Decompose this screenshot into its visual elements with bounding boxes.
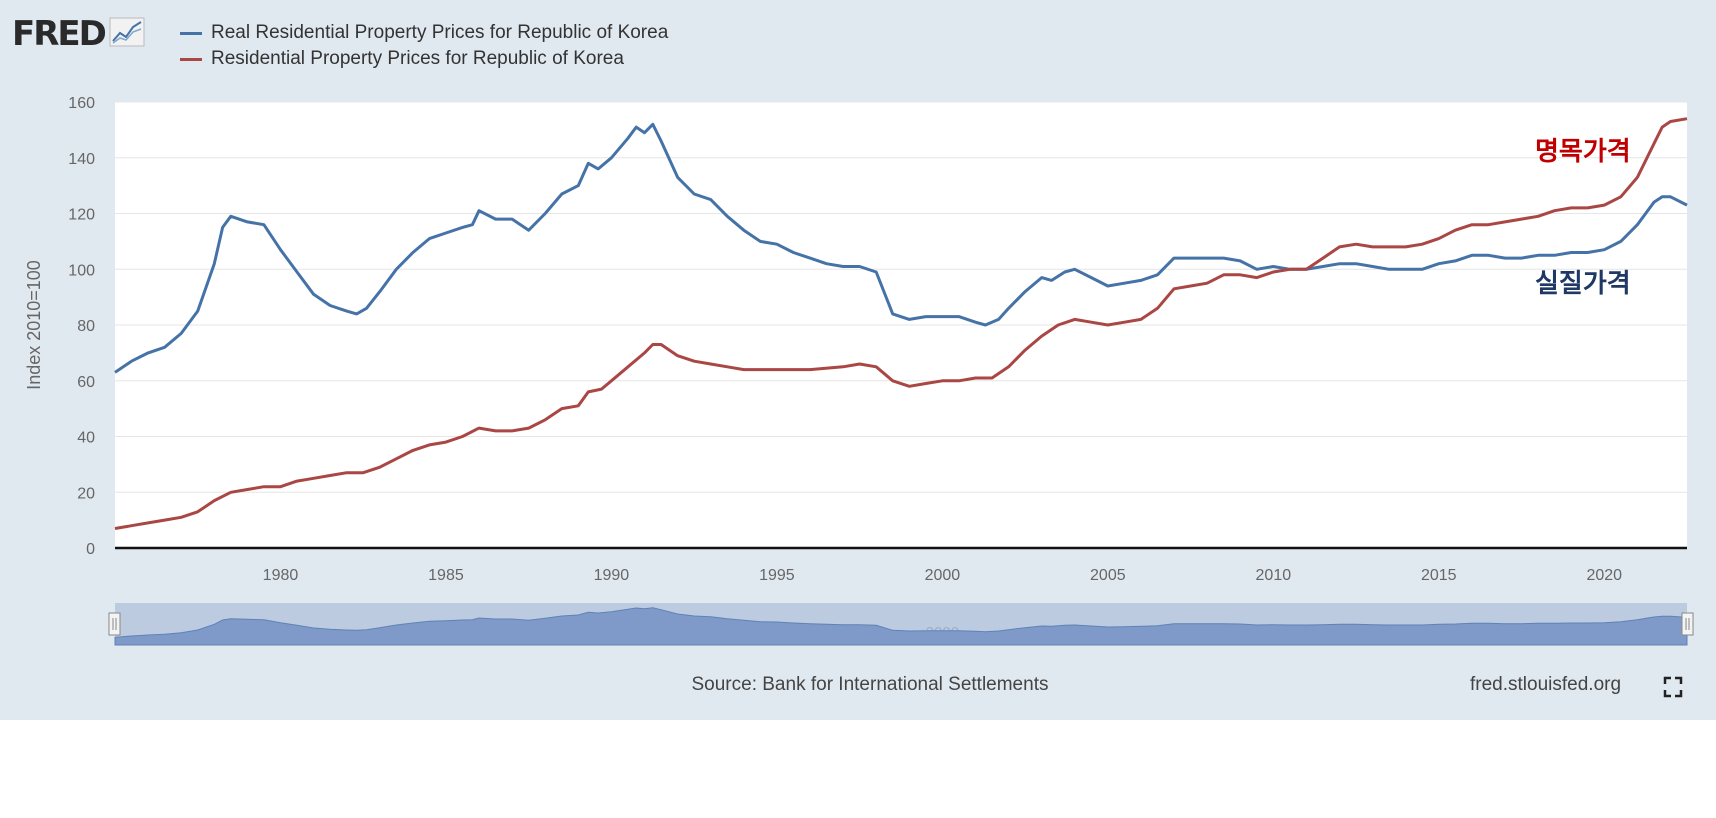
series-line-nominal — [114, 117, 1688, 530]
legend-item-real[interactable]: Real Residential Property Prices for Rep… — [180, 20, 668, 46]
x-tick-label: 2005 — [1090, 567, 1126, 584]
line-chart-icon — [109, 17, 145, 52]
y-axis: 0 20 40 60 80 100 120 140 160 — [68, 95, 95, 558]
legend-swatch-nominal — [180, 57, 202, 61]
x-tick-label: 2015 — [1421, 567, 1457, 584]
grid-lines — [115, 101, 1687, 493]
annotation-nominal: 명목가격 — [1535, 137, 1631, 167]
site-link[interactable]: fred.stlouisfed.org — [1470, 674, 1622, 695]
y-tick-label: 60 — [77, 374, 95, 391]
y-tick-label: 160 — [68, 95, 95, 112]
x-tick-label: 1995 — [759, 567, 795, 584]
y-axis-title: Index 2010=100 — [24, 260, 44, 390]
navigator-handle-right[interactable] — [1681, 612, 1694, 636]
y-tick-label: 0 — [86, 541, 95, 558]
annotation-real: 실질가격 — [1535, 269, 1631, 299]
y-tick-label: 100 — [68, 262, 95, 279]
range-navigator[interactable]: 19801990200020102020 — [108, 603, 1694, 646]
x-tick-label: 2010 — [1256, 567, 1292, 584]
x-tick-label: 2000 — [925, 567, 961, 584]
series-group — [114, 117, 1688, 530]
logo-text: FRED — [12, 14, 107, 54]
x-tick-label: 1985 — [428, 567, 464, 584]
navigator-area — [114, 607, 1688, 646]
fullscreen-icon[interactable] — [1663, 676, 1683, 698]
legend-item-nominal[interactable]: Residential Property Prices for Republic… — [180, 46, 668, 72]
y-tick-label: 40 — [77, 430, 95, 447]
fred-logo[interactable]: FRED — [12, 14, 145, 54]
navigator-handle-left[interactable] — [108, 612, 121, 636]
x-tick-label: 1980 — [263, 567, 299, 584]
series-line-real — [114, 122, 1688, 374]
y-tick-label: 140 — [68, 151, 95, 168]
legend-label-real: Real Residential Property Prices for Rep… — [211, 22, 669, 43]
legend-swatch-real — [180, 31, 202, 35]
source-note: Source: Bank for International Settlemen… — [691, 674, 1049, 695]
line-chart: 0 20 40 60 80 100 120 140 160 1980 1985 1990 1995 20… — [24, 95, 1694, 646]
y-tick-label: 120 — [68, 207, 95, 224]
chart-legend: Real Residential Property Prices for Rep… — [180, 20, 668, 72]
x-tick-label: 1990 — [594, 567, 630, 584]
x-tick-label: 2020 — [1586, 567, 1622, 584]
y-tick-label: 80 — [77, 318, 95, 335]
x-axis: 1980 1985 1990 1995 2000 2005 2010 2015 2020 — [263, 567, 1622, 584]
y-tick-label: 20 — [77, 485, 95, 502]
legend-label-nominal: Residential Property Prices for Republic… — [211, 48, 624, 69]
